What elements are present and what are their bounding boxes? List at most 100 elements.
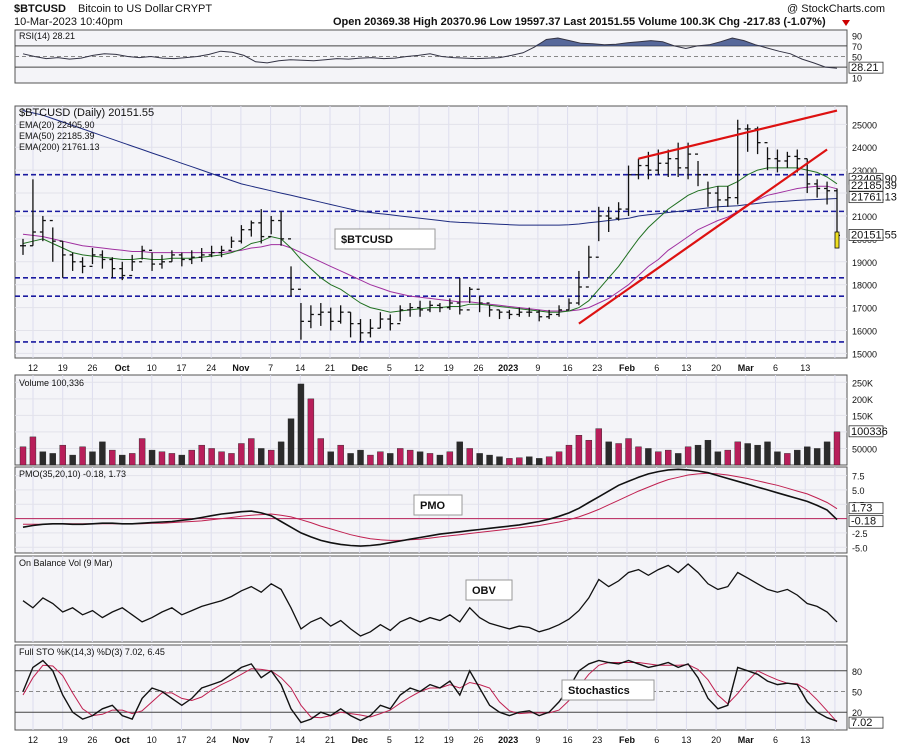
obv-line (22, 563, 838, 637)
ohlc-summary: Open 20369.38 High 20370.96 Low 19597.37… (333, 16, 826, 28)
price-right-label-box (848, 179, 884, 192)
volume-bar (327, 451, 334, 466)
volume-bar (704, 439, 712, 466)
sto-tick-label: 20 (852, 708, 862, 718)
volume-bar (724, 449, 732, 466)
x-tick-label: 14 (295, 735, 305, 745)
sto-tick-label: 80 (852, 667, 862, 677)
volume-bar (19, 446, 27, 466)
x-tick-label: 26 (87, 363, 97, 373)
x-tick-label: 26 (87, 735, 97, 745)
volume-bar (694, 444, 702, 466)
x-tick-label: 21 (325, 363, 335, 373)
x-tick-label: 16 (563, 363, 573, 373)
volume-last-value: 100336 (851, 426, 888, 438)
pmo-title-box: PMO (420, 500, 446, 512)
x-tick-label: 17 (176, 363, 186, 373)
volume-bar (784, 453, 791, 466)
x-tick-label: 26 (473, 363, 483, 373)
rsi-tick-label: 70 (852, 42, 862, 52)
x-tick-label: 19 (444, 735, 454, 745)
price-tick-label: 18000 (852, 281, 877, 291)
volume-bar (188, 449, 195, 466)
volume-bar (138, 438, 146, 466)
obv-title-box-box (465, 579, 513, 601)
x-tick-label: 5 (387, 363, 392, 373)
x-tick-label: 21 (325, 735, 335, 745)
watermark: @ StockCharts.com (787, 3, 885, 15)
volume-bar (615, 443, 622, 466)
volume-bar (198, 444, 205, 466)
volume-bar (674, 453, 682, 466)
price-title-box-box (334, 228, 436, 250)
volume-tick-label: 150K (852, 411, 873, 421)
x-tick-label: Nov (232, 735, 249, 745)
volume-bar (357, 449, 364, 466)
obv-frame (14, 555, 848, 643)
volume-bar (446, 451, 454, 466)
obv-label: On Balance Vol (9 Mar) (19, 558, 113, 568)
sto-title-box-box (561, 679, 655, 701)
chart-exchange: CRYPT (175, 3, 212, 15)
trendline-support (578, 148, 828, 325)
volume-bar (555, 451, 563, 466)
volume-bar (397, 448, 404, 466)
volume-bar (109, 449, 116, 466)
pmo-signal-value-box (848, 502, 884, 515)
obv-title-box: OBV (472, 585, 497, 597)
volume-bar (347, 453, 354, 466)
pmo-line (22, 468, 838, 547)
volume-bar (764, 441, 771, 466)
pmo-signal-value: 1.73 (851, 503, 872, 515)
volume-bar (148, 449, 156, 466)
volume-bar (387, 453, 394, 466)
rsi-overbought-fill (23, 38, 837, 46)
chart-datetime: 10-Mar-2023 10:40pm (14, 16, 123, 28)
pmo-tick-label: -5.0 (852, 543, 868, 553)
volume-last-value-box (848, 425, 884, 438)
price-title-box: $BTCUSD (341, 234, 393, 246)
volume-bar (754, 444, 761, 466)
price-tick-label: 19000 (852, 258, 877, 268)
x-tick-label: Dec (351, 735, 368, 745)
volume-bar (714, 451, 722, 466)
volume-bar (416, 451, 424, 466)
ema200-line (22, 110, 838, 226)
rsi-last-value: 28.21 (851, 62, 879, 74)
volume-bar (823, 441, 831, 466)
volume-bar (575, 435, 583, 466)
x-tick-label: Feb (619, 735, 636, 745)
rsi-panel: RSI(14) 28.21907050301028.21 (14, 29, 884, 84)
x-tick-label: 9 (535, 363, 540, 373)
volume-bar (436, 454, 444, 466)
x-tick-label: 12 (28, 735, 38, 745)
x-tick-label: Mar (738, 363, 755, 373)
chart-instrument-name: Bitcoin to US Dollar (78, 3, 174, 15)
x-tick-label: Oct (115, 735, 130, 745)
volume-tick-label: 50000 (852, 444, 877, 454)
sto-last-value: 7.02 (851, 717, 872, 729)
ema-legend-entry: EMA(20) 22405.90 (19, 120, 95, 130)
x-tick-label: 23 (592, 363, 602, 373)
volume-bar (565, 444, 573, 466)
price-right-label: 22185.39 (851, 180, 897, 192)
volume-panel: 250K200K150K100K50000Volume 100,33610033… (14, 374, 888, 466)
volume-bar (377, 451, 384, 466)
pmo-tick-label: -2.5 (852, 529, 868, 539)
volume-bar (833, 431, 841, 466)
price-tick-label: 16000 (852, 327, 877, 337)
sto-last-value-box (848, 716, 884, 729)
x-tick-label: 19 (58, 735, 68, 745)
rsi-tick-label: 50 (852, 53, 862, 63)
rsi-last-value-box (848, 61, 884, 74)
x-tick-label: 5 (387, 735, 392, 745)
rsi-tick-label: 90 (852, 31, 862, 41)
volume-bar (178, 454, 186, 466)
volume-bar (99, 441, 106, 466)
pmo-tick-label: 5.0 (852, 486, 865, 496)
volume-bar (645, 448, 652, 466)
x-tick-label: 6 (773, 363, 778, 373)
x-tick-label: 10 (147, 363, 157, 373)
volume-bar (208, 448, 215, 466)
